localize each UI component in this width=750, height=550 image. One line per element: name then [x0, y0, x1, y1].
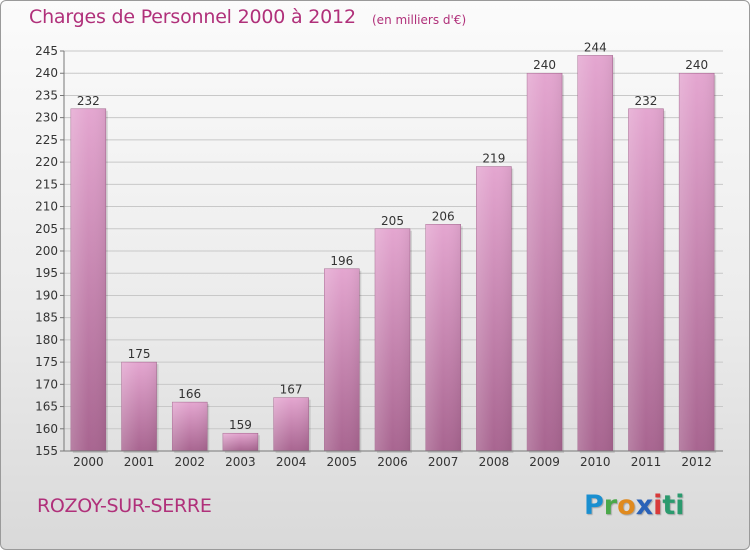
y-tick-label: 220: [35, 155, 58, 169]
x-tick-label: 2005: [327, 455, 358, 469]
x-axis: 2000 2001 2002 2003 2004 2005 2006 2007 2008 2009…: [64, 450, 723, 469]
x-tick-label: 2003: [225, 455, 256, 469]
bar-highlight: [375, 228, 410, 451]
x-tick-label: 2007: [428, 455, 459, 469]
x-tick-label: 2009: [529, 455, 560, 469]
x-tick-label: 2006: [377, 455, 408, 469]
y-tick-label: 170: [35, 377, 58, 391]
x-tick-label: 2004: [276, 455, 307, 469]
data-label: 167: [280, 383, 303, 397]
x-tick-label: 2012: [681, 455, 712, 469]
bar-highlight: [121, 362, 157, 451]
y-tick-label: 230: [35, 111, 58, 125]
data-label: 240: [533, 58, 556, 72]
y-tick-label: 195: [35, 266, 58, 280]
bar-highlight: [628, 108, 664, 452]
x-tick-label: 2000: [73, 455, 104, 469]
y-tick-label: 210: [35, 200, 58, 214]
bar-highlight: [577, 55, 613, 451]
bar-highlight: [273, 397, 309, 451]
y-tick-label: 165: [35, 400, 58, 414]
bar-highlight: [679, 73, 715, 451]
bar-highlight: [324, 268, 360, 451]
proxiti-logo: Proxiti: [584, 490, 685, 521]
y-tick-label: 205: [35, 222, 58, 236]
data-label: 205: [381, 214, 404, 228]
x-tick-label: 2001: [124, 455, 155, 469]
x-tick-label: 2002: [174, 455, 205, 469]
y-tick-label: 180: [35, 333, 58, 347]
y-tick-label: 240: [35, 66, 58, 80]
data-label: 244: [584, 40, 607, 54]
data-labels: 232 175 166 159 167 196 205 206 219 240 244 232 240: [77, 40, 708, 432]
y-tick-label: 190: [35, 288, 58, 302]
x-tick-label: 2008: [479, 455, 510, 469]
bar-highlight: [425, 224, 461, 451]
chart-title: Charges de Personnel 2000 à 2012: [29, 6, 356, 28]
data-label: 206: [432, 209, 455, 223]
y-tick-label: 215: [35, 177, 58, 191]
y-tick-label: 185: [35, 311, 58, 325]
data-label: 240: [685, 58, 708, 72]
y-tick-label: 175: [35, 355, 58, 369]
y-axis: 155 160 165 170 175 180 185 190 195 200 205 210 215 2…: [35, 44, 65, 458]
data-label: 175: [128, 347, 151, 361]
data-label: 232: [635, 94, 658, 108]
y-tick-label: 225: [35, 133, 58, 147]
y-tick-label: 155: [35, 444, 58, 458]
bar-highlight: [476, 166, 512, 452]
bars: [70, 55, 717, 454]
commune-name: ROZOY-SUR-SERRE: [37, 495, 212, 517]
bar-highlight: [172, 402, 208, 451]
bar-highlight: [527, 73, 563, 451]
x-tick-label: 2010: [580, 455, 611, 469]
data-label: 232: [77, 94, 100, 108]
data-label: 196: [330, 254, 353, 268]
y-tick-label: 200: [35, 244, 58, 258]
y-tick-label: 160: [35, 422, 58, 436]
y-tick-label: 245: [35, 44, 58, 58]
bar-highlight: [222, 433, 258, 451]
chart-unit: (en milliers d'€): [372, 13, 467, 27]
x-tick-label: 2011: [631, 455, 662, 469]
bar-highlight: [70, 108, 106, 452]
data-label: 166: [178, 387, 201, 401]
data-label: 219: [482, 152, 505, 166]
data-label: 159: [229, 418, 252, 432]
y-tick-label: 235: [35, 88, 58, 102]
